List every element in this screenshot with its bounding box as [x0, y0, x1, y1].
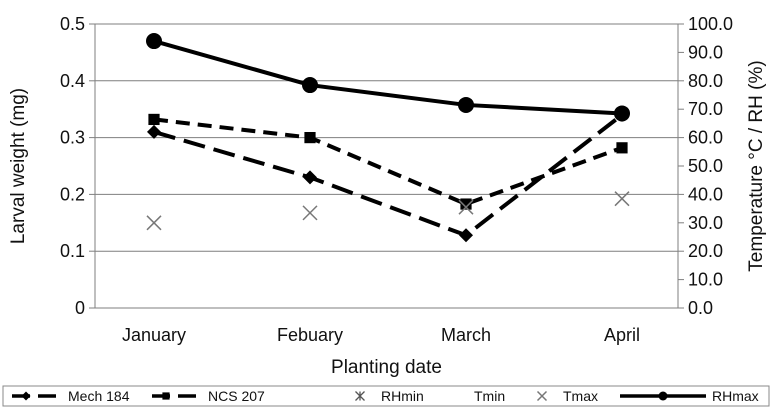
y2-tick-label: 80.0: [688, 71, 723, 91]
y2-tick-label: 60.0: [688, 128, 723, 148]
legend-label: RHmax: [712, 388, 759, 404]
series-tmax: [146, 191, 630, 231]
y-tick-label: 0.4: [60, 71, 85, 91]
data-point: [146, 215, 162, 231]
series-group: [146, 33, 630, 243]
data-point: [303, 170, 317, 185]
y2-tick-label: 20.0: [688, 241, 723, 261]
y2-axis-title: Temperature °C / RH (%): [746, 60, 767, 271]
series-line: [153, 117, 623, 207]
legend-marker: [162, 392, 170, 400]
y2-tick-label: 90.0: [688, 42, 723, 62]
y-tick-label: 0.1: [60, 241, 85, 261]
x-tick-label: April: [604, 325, 640, 345]
legend-item-tmin: Tmin: [474, 388, 505, 404]
y-tick-label: 0.3: [60, 128, 85, 148]
x-tick-label: Febuary: [277, 325, 343, 345]
y2-tick-label: 0.0: [688, 298, 713, 318]
data-point: [302, 205, 318, 221]
legend-label: Tmax: [563, 388, 598, 404]
data-point: [614, 105, 630, 122]
data-point: [460, 198, 472, 210]
legend-item-mech-184: Mech 184: [12, 388, 130, 404]
data-point: [302, 77, 318, 94]
legend-label: NCS 207: [208, 388, 265, 404]
data-point: [458, 199, 474, 215]
y2-tick-label: 100.0: [688, 14, 733, 34]
series-mech-184: [147, 107, 629, 243]
y2-axis-ticks: 0.0 10.0 20.0 30.0 40.0 50.0 60.0 70.0 80.0 90.0 1…: [678, 14, 733, 318]
gridlines: [95, 23, 678, 252]
legend-marker: [536, 390, 548, 402]
legend-label: Tmin: [474, 388, 505, 404]
legend-label: RHmin: [381, 388, 424, 404]
y2-tick-label: 50.0: [688, 156, 723, 176]
y-tick-label: 0: [75, 298, 85, 318]
y2-tick-label: 70.0: [688, 99, 723, 119]
data-point: [146, 33, 162, 50]
series-rhmax: [146, 33, 630, 122]
series-ncs-207: [148, 113, 628, 210]
data-point: [459, 228, 473, 243]
data-point: [304, 132, 316, 144]
y-tick-label: 0.5: [60, 14, 85, 34]
x-tick-label: March: [441, 325, 491, 345]
legend-box: [2, 385, 770, 407]
data-point: [458, 96, 474, 113]
x-tick-label: January: [122, 325, 186, 345]
legend-item-rhmin: RHmin: [355, 388, 424, 404]
data-point: [148, 113, 160, 126]
legend: Mech 184 NCS 207 RHmin Tmin Tmax RHmax: [2, 385, 770, 407]
legend-item-rhmax: RHmax: [620, 388, 759, 404]
y-axis-ticks: 0 0.1 0.2 0.3 0.4 0.5: [60, 14, 95, 318]
data-point: [614, 191, 630, 207]
y2-tick-label: 10.0: [688, 270, 723, 290]
legend-marker: [355, 391, 365, 401]
y-tick-label: 0.2: [60, 184, 85, 204]
axes: [94, 24, 679, 309]
series-line: [153, 39, 623, 116]
y-axis-title: Larval weight (mg): [8, 88, 29, 244]
data-point: [147, 124, 161, 139]
legend-item-tmax: Tmax: [536, 388, 598, 404]
y2-tick-label: 30.0: [688, 213, 723, 233]
legend-marker: [658, 391, 668, 401]
x-axis-ticks: January Febuary March April: [122, 325, 640, 345]
x-axis-title: Planting date: [331, 357, 442, 378]
legend-item-ncs-207: NCS 207: [152, 388, 265, 404]
legend-marker: [21, 391, 31, 401]
y2-tick-label: 40.0: [688, 184, 723, 204]
legend-label: Mech 184: [68, 388, 130, 404]
data-point: [616, 142, 628, 154]
series-line: [153, 113, 624, 238]
